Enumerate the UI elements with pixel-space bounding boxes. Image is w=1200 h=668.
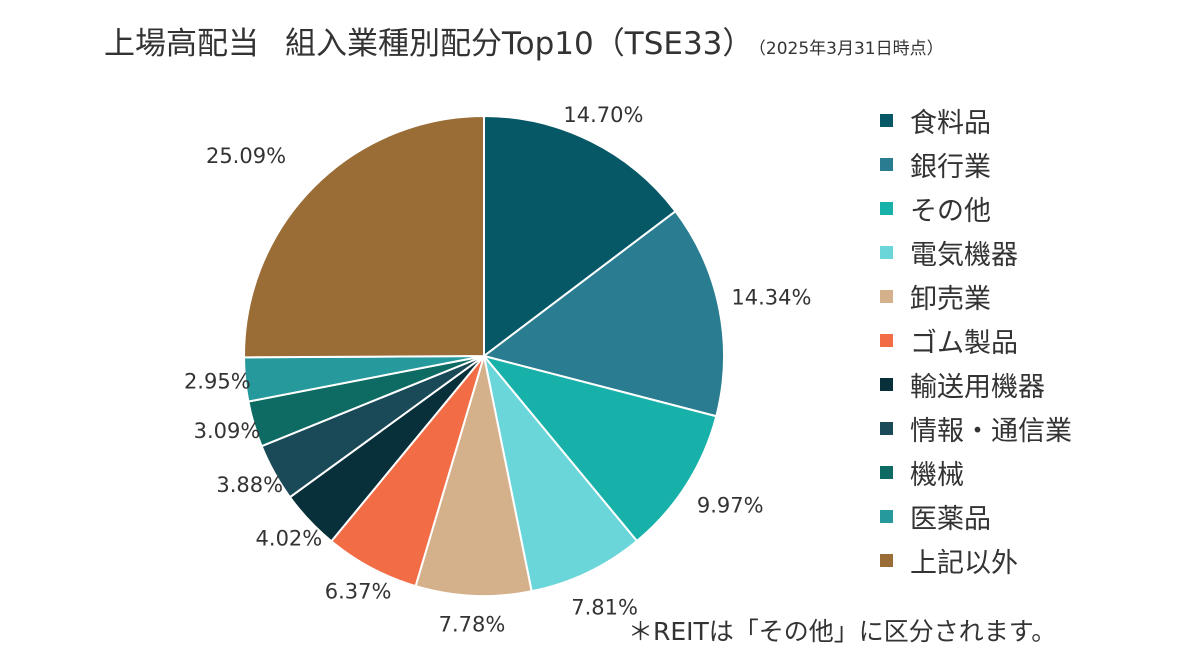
- pie-chart: 14.70% 14.34% 9.97% 7.81% 7.78% 6.37% 4.02% 3.8…: [184, 103, 811, 637]
- legend-label: 情報・通信業: [910, 415, 1072, 447]
- data-label-8: 3.88%: [216, 473, 283, 497]
- data-label-2: 14.34%: [731, 286, 811, 310]
- legend-item-5: 卸売業: [880, 274, 1072, 318]
- pie-slice-3: [481, 354, 718, 543]
- footnote: ＊REITは「その他」に区分されます。: [628, 617, 1057, 646]
- chart-legend: 食料品銀行業その他電気機器卸売業ゴム製品輸送用機器情報・通信業 機械医薬品上記以外: [880, 98, 1072, 582]
- legend-swatch: [880, 113, 893, 127]
- pie-slice-1: [483, 114, 677, 359]
- legend-item-2: 銀行業: [880, 142, 1072, 186]
- legend-swatch: [880, 201, 893, 215]
- legend-item-1: 食料品: [880, 98, 1072, 142]
- legend-swatch: [880, 553, 893, 567]
- chart-title-date: （2025年3月31日時点）: [757, 39, 944, 59]
- legend-label: 卸売業: [910, 283, 991, 315]
- legend-swatch: [880, 157, 893, 171]
- chart-title-main: 上場高配当: [104, 26, 259, 62]
- legend-swatch: [880, 245, 893, 259]
- data-label-5: 7.78%: [439, 613, 506, 637]
- data-label-9: 3.09%: [194, 419, 261, 443]
- data-label-7: 4.02%: [256, 527, 323, 551]
- pie-slice-11: [242, 114, 485, 359]
- chart-title-main2: 組入業種別配分Top10（TSE33）: [285, 26, 754, 62]
- legend-swatch: [880, 377, 893, 391]
- legend-item-4: 電気機器: [880, 230, 1072, 274]
- legend-item-8: 情報・通信業: [880, 406, 1072, 450]
- data-label-4: 7.81%: [571, 596, 638, 620]
- legend-swatch: [880, 465, 893, 479]
- legend-swatch: [880, 421, 893, 435]
- legend-swatch: [880, 333, 893, 347]
- legend-label: 上記以外: [910, 547, 1018, 579]
- legend-item-10: 医薬品: [880, 494, 1072, 538]
- chart-title: 上場高配当 組入業種別配分Top10（TSE33） （2025年3月31日時点）: [104, 18, 944, 63]
- data-label-11: 25.09%: [206, 144, 286, 168]
- data-label-1: 14.70%: [563, 103, 643, 127]
- legend-item-9: 機械: [880, 450, 1072, 494]
- data-label-10: 2.95%: [184, 369, 251, 393]
- legend-item-6: ゴム製品: [880, 318, 1072, 362]
- data-label-6: 6.37%: [325, 580, 392, 604]
- legend-label: 機械: [910, 459, 964, 491]
- legend-item-7: 輸送用機器: [880, 362, 1072, 406]
- pie-slice-4: [483, 355, 639, 593]
- data-label-3: 9.97%: [697, 493, 764, 517]
- pie-slice-2: [481, 209, 725, 418]
- legend-swatch: [880, 509, 893, 523]
- legend-label: 電気機器: [910, 239, 1018, 271]
- legend-item-3: その他: [880, 186, 1072, 230]
- legend-label: その他: [910, 195, 991, 227]
- legend-label: 医薬品: [910, 503, 991, 535]
- legend-swatch: [880, 289, 893, 303]
- legend-label: ゴム製品: [910, 327, 1018, 359]
- legend-label: 食料品: [910, 107, 991, 139]
- pie-slice-5: [414, 355, 533, 598]
- legend-item-11: 上記以外: [880, 538, 1072, 582]
- legend-label: 銀行業: [910, 151, 991, 183]
- legend-label: 輸送用機器: [910, 371, 1045, 403]
